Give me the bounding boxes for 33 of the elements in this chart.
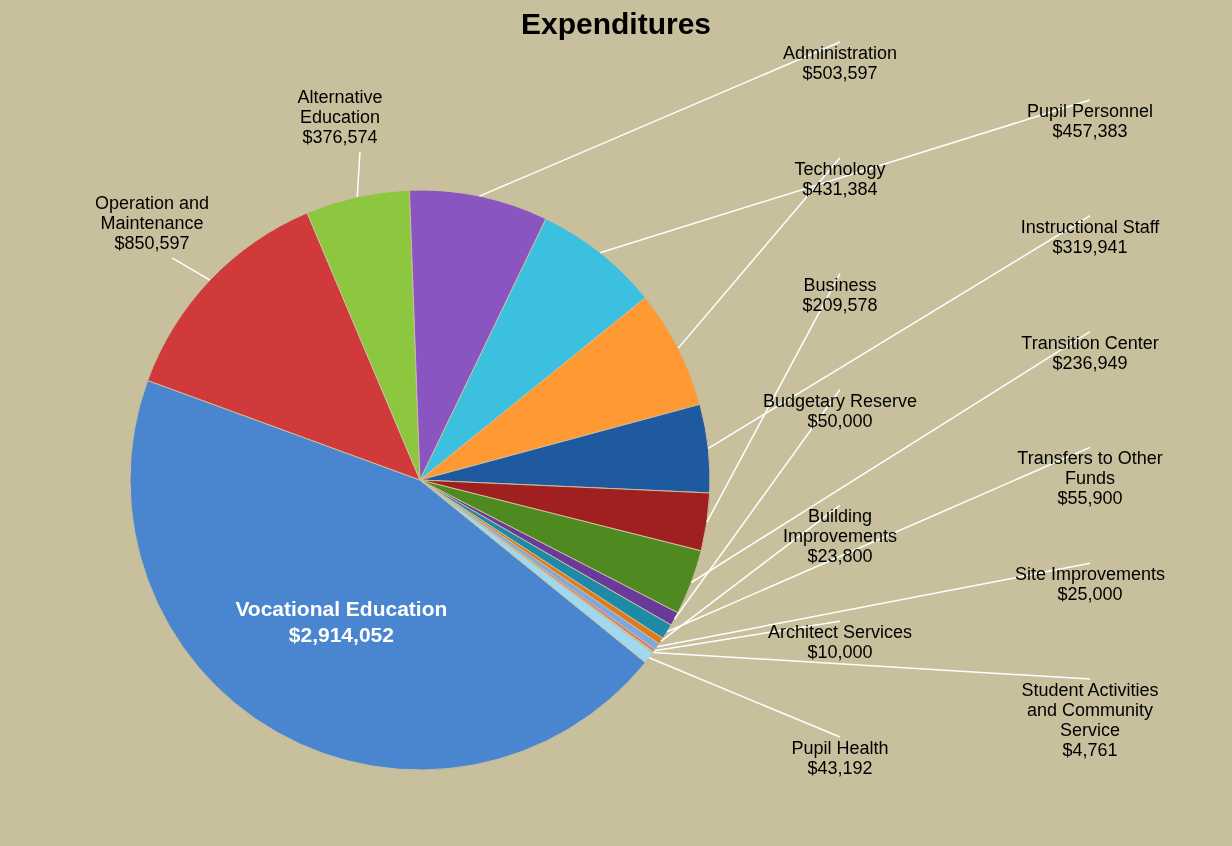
data-label: $2,914,052 [288, 622, 394, 646]
data-label: $10,000 [807, 642, 873, 663]
data-label: $55,900 [1057, 488, 1123, 509]
data-label: $50,000 [807, 410, 873, 431]
slice-label: Operation and Maintenance [94, 192, 210, 233]
slice-label: Building Improvements [782, 506, 898, 547]
data-label: $23,800 [807, 546, 873, 567]
slice-label: Architect Services [767, 622, 913, 643]
chart-title: Expenditures [520, 7, 712, 40]
slice-label: Transfers to Other Funds [1017, 448, 1163, 489]
data-label: $4,761 [1062, 740, 1118, 761]
data-label: $503,597 [802, 63, 878, 83]
slice-label: Technology [794, 158, 886, 179]
data-label: $850,597 [114, 232, 190, 253]
slice-label: Business [803, 274, 877, 295]
slice-label: Budgetary Reserve [762, 390, 918, 411]
data-label: $25,000 [1057, 584, 1123, 605]
slice-label: Student Activities and Community Service [1021, 680, 1159, 741]
slice-label: Alternative Education [297, 86, 383, 127]
data-label: $43,192 [807, 758, 873, 778]
data-label: $319,941 [1052, 236, 1128, 257]
slice-label: Administration [782, 43, 898, 63]
slice-label: Site Improvements [1014, 564, 1166, 585]
slice-label: Pupil Health [791, 738, 889, 758]
slice-label: Vocational Education [235, 596, 448, 620]
data-label: $431,384 [802, 178, 878, 199]
slice-label: Transition Center [1021, 332, 1159, 353]
data-label: $376,574 [302, 126, 378, 147]
data-label: $209,578 [802, 294, 878, 315]
slice-label: Pupil Personnel [1026, 100, 1154, 121]
data-label: $457,383 [1052, 120, 1128, 141]
data-label: $236,949 [1052, 352, 1128, 373]
slice-label: Instructional Staff [1020, 216, 1161, 237]
